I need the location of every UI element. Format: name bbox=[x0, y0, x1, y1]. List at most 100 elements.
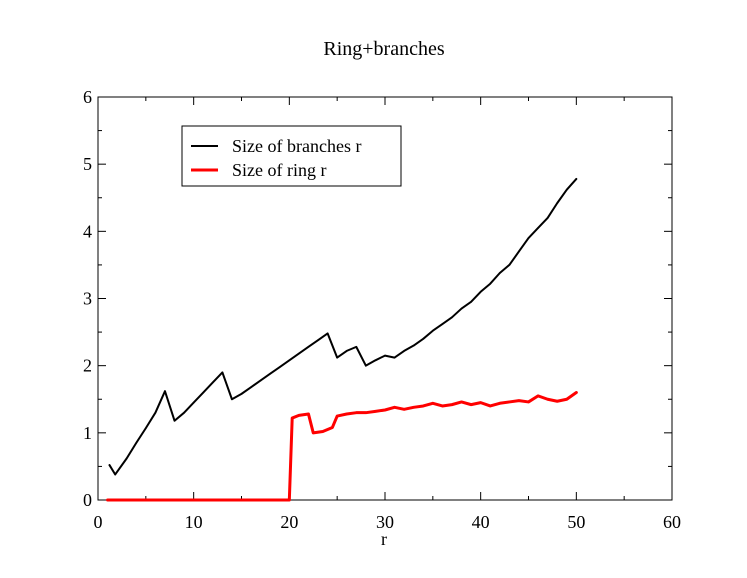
data-point-ring bbox=[355, 411, 358, 414]
data-point-branches bbox=[546, 217, 549, 219]
data-point-branches bbox=[336, 356, 338, 359]
data-point-branches bbox=[432, 329, 434, 332]
data-point-branches bbox=[326, 332, 329, 335]
x-axis-label: r bbox=[381, 529, 387, 549]
data-point-branches bbox=[202, 391, 205, 394]
data-point-ring bbox=[393, 406, 396, 409]
data-point-branches bbox=[212, 381, 214, 384]
chart-title: Ring+branches bbox=[323, 38, 444, 60]
data-point-ring bbox=[508, 401, 511, 403]
data-point-branches bbox=[114, 473, 117, 476]
data-point-branches bbox=[374, 359, 377, 362]
legend: Size of branches r Size of ring r bbox=[181, 125, 402, 187]
data-point-branches bbox=[565, 188, 568, 191]
data-point-branches bbox=[527, 237, 530, 239]
x-tick-label: 40 bbox=[472, 512, 490, 532]
data-point-ring bbox=[470, 403, 472, 406]
y-tick-label: 2 bbox=[83, 356, 92, 376]
x-tick-label: 50 bbox=[567, 512, 585, 532]
data-point-branches bbox=[278, 366, 281, 368]
data-point-branches bbox=[288, 359, 291, 362]
x-tick-label: 10 bbox=[185, 512, 203, 532]
data-point-ring bbox=[565, 398, 568, 401]
data-point-branches bbox=[403, 350, 405, 352]
data-point-ring bbox=[451, 403, 453, 406]
data-point-ring bbox=[518, 399, 520, 402]
data-point-branches bbox=[556, 202, 558, 204]
data-point-ring bbox=[298, 414, 300, 417]
data-point-branches bbox=[460, 307, 463, 310]
data-point-ring bbox=[331, 426, 334, 429]
data-point-branches bbox=[508, 264, 511, 266]
data-point-branches bbox=[269, 372, 272, 375]
legend-label-ring: Size of ring r bbox=[232, 160, 326, 180]
data-point-branches bbox=[108, 464, 111, 466]
series-layer bbox=[106, 177, 578, 502]
data-point-branches bbox=[192, 401, 195, 404]
x-tick-label: 20 bbox=[280, 512, 298, 532]
data-point-branches bbox=[499, 272, 501, 274]
data-point-branches bbox=[240, 393, 243, 395]
data-point-ring bbox=[460, 401, 463, 403]
data-point-branches bbox=[250, 386, 252, 388]
data-point-ring bbox=[412, 406, 415, 409]
data-point-ring bbox=[374, 410, 377, 413]
data-point-branches bbox=[231, 398, 233, 401]
data-point-ring bbox=[537, 395, 539, 397]
data-point-ring bbox=[291, 417, 294, 419]
data-point-ring bbox=[307, 413, 310, 415]
data-point-branches bbox=[317, 339, 319, 341]
series-line-branches bbox=[108, 177, 578, 476]
data-point-branches bbox=[422, 338, 425, 340]
data-point-ring bbox=[403, 408, 405, 411]
data-point-branches bbox=[451, 316, 453, 319]
data-point-ring bbox=[336, 415, 338, 417]
data-point-branches bbox=[221, 371, 224, 374]
y-tick-label: 3 bbox=[83, 289, 92, 309]
legend-box bbox=[181, 125, 402, 187]
data-point-branches bbox=[575, 178, 578, 180]
data-point-branches bbox=[441, 323, 444, 325]
y-tick-label: 4 bbox=[83, 221, 92, 241]
data-point-branches bbox=[183, 411, 185, 414]
data-point-branches bbox=[307, 346, 310, 348]
data-point-branches bbox=[518, 250, 520, 253]
data-point-branches bbox=[489, 282, 492, 285]
data-point-ring bbox=[106, 499, 109, 501]
data-point-branches bbox=[164, 390, 166, 392]
data-point-branches bbox=[154, 411, 157, 414]
data-point-ring bbox=[312, 432, 315, 434]
y-tick-label: 0 bbox=[83, 490, 92, 510]
data-point-branches bbox=[173, 419, 176, 422]
x-tick-label: 30 bbox=[376, 512, 394, 532]
series-line-ring bbox=[106, 391, 578, 502]
data-point-branches bbox=[470, 301, 472, 303]
y-tick-label: 1 bbox=[83, 423, 92, 443]
data-point-ring bbox=[479, 401, 482, 404]
data-point-branches bbox=[479, 290, 482, 293]
data-point-ring bbox=[322, 430, 324, 433]
data-point-ring bbox=[489, 405, 492, 407]
data-point-ring bbox=[441, 405, 444, 407]
data-point-branches bbox=[259, 379, 262, 382]
data-point-branches bbox=[145, 427, 147, 429]
data-point-branches bbox=[365, 364, 367, 367]
x-tick-label: 60 bbox=[663, 512, 681, 532]
data-point-ring bbox=[422, 405, 425, 407]
data-point-ring bbox=[556, 400, 558, 403]
data-point-ring bbox=[345, 413, 348, 415]
data-point-branches bbox=[537, 227, 539, 229]
data-point-branches bbox=[412, 344, 415, 347]
y-tick-label: 6 bbox=[83, 87, 92, 107]
data-point-ring bbox=[527, 401, 530, 403]
data-point-ring bbox=[384, 409, 386, 411]
data-point-branches bbox=[298, 352, 300, 355]
data-point-branches bbox=[355, 346, 358, 348]
data-point-ring bbox=[288, 499, 291, 501]
data-point-branches bbox=[345, 350, 348, 352]
data-point-ring bbox=[546, 398, 549, 401]
ticks-layer: 0 10 20 30 40 50 60 0 1 2 3 4 5 6 bbox=[83, 87, 681, 532]
data-point-ring bbox=[365, 411, 367, 414]
